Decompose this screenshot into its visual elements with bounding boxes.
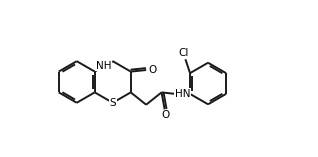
- Text: O: O: [148, 65, 156, 75]
- Text: O: O: [161, 111, 169, 120]
- Text: Cl: Cl: [179, 48, 189, 58]
- Text: NH: NH: [96, 61, 112, 71]
- Text: S: S: [109, 98, 116, 108]
- Text: HN: HN: [175, 89, 190, 99]
